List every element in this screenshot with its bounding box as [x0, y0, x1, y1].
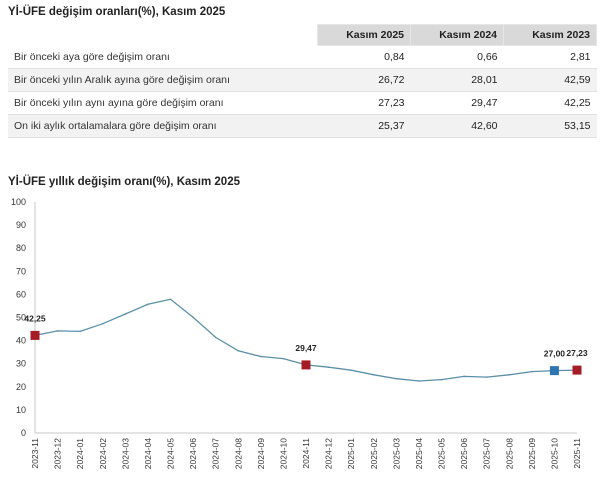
data-point: [147, 303, 149, 306]
x-tick-label: 2025-04: [414, 438, 424, 469]
x-tick-label: 2024-02: [98, 438, 108, 469]
x-tick-label: 2025-11: [572, 438, 582, 469]
data-point: [260, 355, 262, 358]
cell-value: 42,59: [503, 68, 597, 92]
y-tick-label: 40: [16, 336, 26, 346]
y-tick-label: 0: [21, 428, 26, 438]
data-point: [508, 373, 511, 376]
x-tick-label: 2024-01: [75, 438, 85, 469]
cell-value: 27,23: [317, 91, 411, 115]
row-label: Bir önceki yılın Aralık ayına göre değiş…: [8, 68, 318, 92]
data-point: [395, 377, 398, 380]
x-tick-label: 2024-04: [143, 438, 153, 469]
cell-value: 0,66: [410, 45, 504, 69]
x-tick-label: 2024-06: [188, 438, 198, 469]
header-kasim-2024: Kasım 2024: [410, 24, 504, 46]
y-tick-label: 60: [16, 289, 26, 299]
x-tick-label: 2024-11: [301, 438, 311, 469]
x-tick-label: 2025-05: [437, 438, 447, 469]
data-point: [282, 357, 285, 360]
highlight-marker: [30, 330, 40, 340]
x-tick-label: 2024-08: [233, 438, 243, 469]
data-point: [485, 376, 488, 378]
table-row: Bir önceki yılın Aralık ayına göre değiş…: [8, 68, 597, 92]
data-point: [124, 313, 127, 315]
data-label: 27,00: [544, 349, 566, 359]
data-point: [350, 369, 352, 371]
table-row: On iki aylık ortalamalara göre değişim o…: [8, 114, 597, 138]
data-label: 29,47: [295, 343, 317, 353]
x-tick-label: 2025-09: [527, 438, 537, 469]
chart-title: Yİ-ÜFE yıllık değişim oranı(%), Kasım 20…: [8, 176, 240, 188]
x-tick-label: 2025-02: [369, 438, 379, 469]
data-point: [214, 336, 217, 339]
header-kasim-2023: Kasım 2023: [503, 24, 597, 46]
table-header-row: Kasım 2025 Kasım 2024 Kasım 2023: [8, 24, 597, 46]
x-tick-label: 2024-07: [211, 438, 221, 469]
cell-value: 26,72: [317, 68, 411, 92]
x-tick-label: 2023-11: [30, 438, 40, 469]
table-row: Bir önceki yılın aynı ayına göre değişim…: [8, 91, 597, 115]
header-kasim-2025: Kasım 2025: [317, 24, 411, 46]
x-tick-label: 2025-10: [549, 438, 559, 469]
data-point: [372, 373, 375, 376]
y-tick-label: 10: [16, 405, 26, 415]
x-tick-label: 2024-09: [256, 438, 266, 469]
x-tick-label: 2025-07: [482, 438, 492, 469]
x-tick-label: 2024-05: [166, 438, 176, 469]
x-tick-label: 2025-08: [504, 438, 514, 469]
cell-value: 42,25: [503, 91, 597, 115]
cell-value: 25,37: [317, 114, 411, 138]
x-tick-label: 2025-03: [391, 438, 401, 469]
change-rates-table: Kasım 2025 Kasım 2024 Kasım 2023 Bir önc…: [8, 24, 597, 138]
y-tick-label: 80: [16, 243, 26, 253]
y-tick-label: 30: [16, 359, 26, 369]
data-label: 27,23: [566, 348, 588, 358]
data-point: [418, 380, 420, 382]
data-point: [79, 330, 81, 333]
x-tick-label: 2024-12: [324, 438, 334, 469]
row-label: Bir önceki aya göre değişim oranı: [8, 45, 318, 69]
highlight-marker: [549, 366, 559, 376]
data-point: [169, 298, 172, 301]
y-tick-label: 100: [11, 197, 26, 207]
x-tick-label: 2024-03: [120, 438, 130, 469]
x-tick-label: 2023-12: [53, 438, 63, 469]
y-tick-label: 50: [16, 313, 26, 323]
cell-value: 29,47: [410, 91, 504, 115]
x-tick-label: 2025-06: [459, 438, 469, 469]
row-label: Bir önceki yılın aynı ayına göre değişim…: [8, 91, 318, 115]
cell-value: 42,60: [410, 114, 504, 138]
data-point: [440, 378, 443, 381]
data-point: [237, 349, 240, 352]
highlight-marker: [572, 365, 582, 375]
row-label: On iki aylık ortalamalara göre değişim o…: [8, 114, 318, 138]
x-tick-label: 2024-10: [278, 438, 288, 469]
highlight-marker: [301, 360, 311, 370]
data-point: [101, 322, 104, 325]
data-point: [463, 375, 465, 378]
y-tick-label: 20: [16, 382, 26, 392]
cell-value: 53,15: [503, 114, 597, 138]
data-label: 42,25: [24, 313, 46, 323]
y-tick-label: 90: [16, 220, 26, 230]
line-chart: 0 10 20 30 40 50 60 70 80 90 100 2023-11 2023-12 2024…: [11, 197, 588, 469]
data-point: [531, 370, 533, 373]
x-tick-label: 2025-01: [346, 438, 356, 469]
cell-value: 2,81: [503, 45, 597, 69]
cell-value: 0,84: [317, 45, 411, 69]
cell-value: 28,01: [410, 68, 504, 92]
table-row: Bir önceki aya göre değişim oranı 0,84 0…: [8, 45, 597, 69]
header-blank: [8, 24, 318, 46]
y-tick-label: 70: [16, 266, 26, 276]
data-point: [56, 330, 59, 332]
data-point: [192, 316, 194, 319]
table-title: Yİ-ÜFE değişim oranları(%), Kasım 2025: [8, 6, 226, 18]
data-point: [327, 366, 330, 368]
